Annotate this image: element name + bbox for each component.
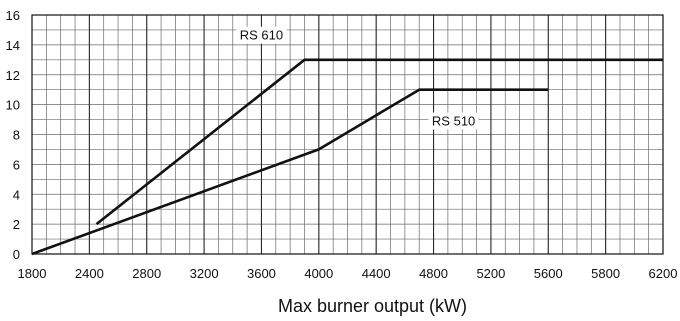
x-tick-label: 2400	[75, 266, 104, 281]
y-tick-label: 16	[6, 8, 20, 23]
y-tick-label: 4	[13, 187, 20, 202]
plot-frame	[31, 14, 664, 255]
y-tick-label: 8	[13, 128, 20, 143]
y-tick-label: 0	[13, 247, 20, 262]
x-tick-label: 3600	[247, 266, 276, 281]
x-axis-title: Max burner output (kW)	[278, 296, 467, 316]
series-label-bg	[236, 26, 287, 44]
y-tick-label: 10	[6, 98, 20, 113]
x-tick-label: 1800	[18, 266, 47, 281]
x-tick-label: 4400	[362, 266, 391, 281]
x-tick-label: 2800	[132, 266, 161, 281]
grid-major	[88, 15, 607, 254]
series-line-rs-510	[31, 88, 549, 256]
series-labels: RS 610 RS 510	[236, 26, 479, 130]
series-label-rs-510: RS 510	[432, 114, 475, 129]
x-tick-label: 4800	[419, 266, 448, 281]
series-line-rs-610	[95, 58, 663, 226]
y-tick-label: 14	[6, 38, 20, 53]
y-tick-label: 6	[13, 157, 20, 172]
x-tick-label: 5800	[591, 266, 620, 281]
series-label-rs-610: RS 610	[240, 28, 283, 43]
x-tick-label: 4000	[304, 266, 333, 281]
y-tick-label: 12	[6, 68, 20, 83]
y-tick-label: 2	[13, 217, 20, 232]
x-tick-label: 6200	[649, 266, 678, 281]
x-tick-label: 3200	[190, 266, 219, 281]
series-group	[31, 58, 663, 256]
x-tick-label: 5600	[534, 266, 563, 281]
series-label-bg	[428, 112, 479, 130]
x-tick-labels: 1800 2400 2800 3200 3600 4000 4400 4800 5200 5600…	[18, 266, 678, 281]
x-tick-label: 5200	[476, 266, 505, 281]
y-tick-labels: 0 2 4 6 8 10 12 14 16	[6, 8, 20, 262]
